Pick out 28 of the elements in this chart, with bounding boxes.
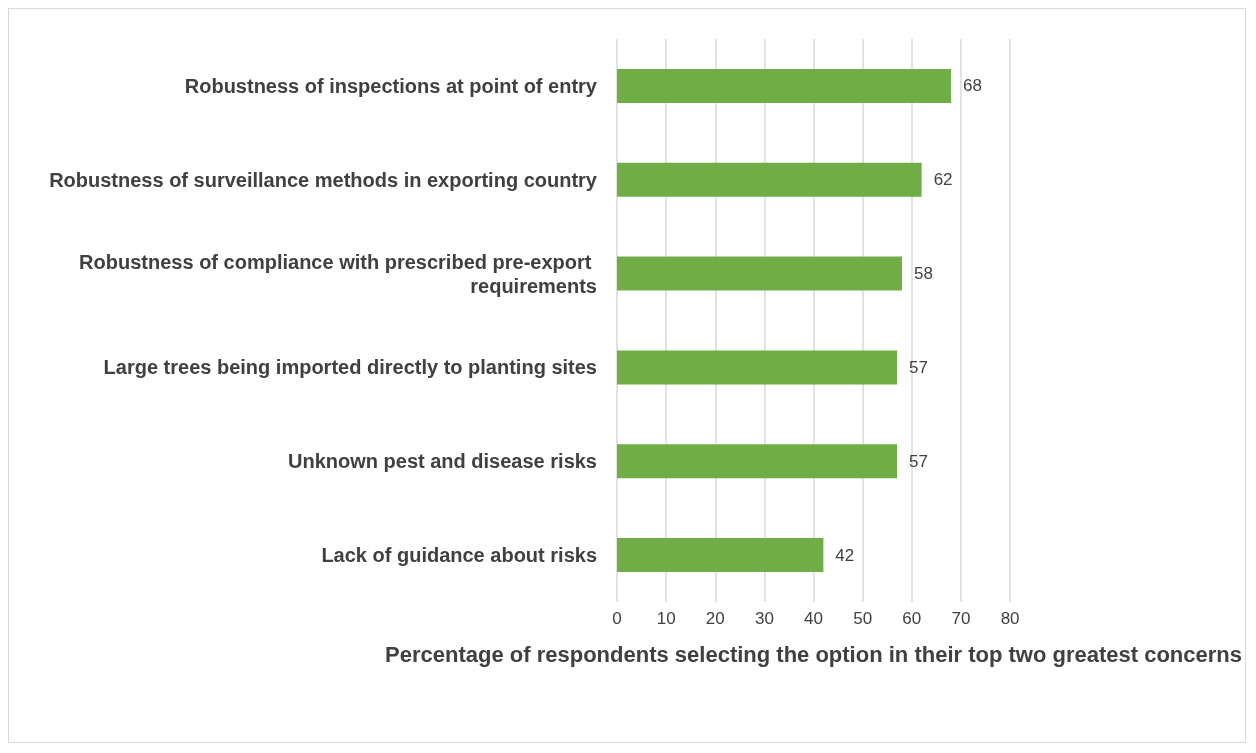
y-tick-label: Unknown pest and disease risks	[288, 450, 597, 473]
bar	[617, 538, 824, 573]
bar	[617, 350, 898, 385]
x-tick-label: 10	[656, 609, 676, 628]
y-tick-label: Lack of guidance about risks	[321, 544, 597, 567]
data-label: 42	[835, 545, 855, 565]
x-tick-label: 80	[1000, 609, 1020, 628]
y-tick-label: Robustness of inspections at point of entry	[184, 74, 598, 97]
data-label: 57	[909, 357, 928, 377]
x-tick-label: 40	[804, 609, 823, 628]
data-label: 58	[913, 264, 933, 284]
data-label: 62	[933, 170, 953, 190]
x-axis-title: Percentage of respondents selecting the option in their top two greatest concerns	[385, 641, 1242, 667]
data-label: 57	[909, 451, 928, 471]
x-tick-label: 20	[705, 609, 725, 628]
y-tick-label: Robustness of compliance with prescribed pre-export requirements	[79, 250, 597, 297]
x-tick-label: 70	[951, 609, 971, 628]
x-tick-label: 60	[902, 609, 922, 628]
bar	[617, 256, 902, 291]
bar	[617, 68, 952, 103]
y-tick-label: Robustness of surveillance methods in exporting country	[49, 168, 598, 191]
bar	[617, 162, 922, 197]
y-tick-label: Large trees being imported directly to planting sites	[103, 356, 597, 379]
x-tick-label: 30	[754, 609, 774, 628]
x-tick-label: 50	[853, 609, 873, 628]
data-label: 68	[963, 76, 983, 96]
x-tick-label: 0	[612, 609, 622, 628]
bar	[617, 444, 898, 479]
